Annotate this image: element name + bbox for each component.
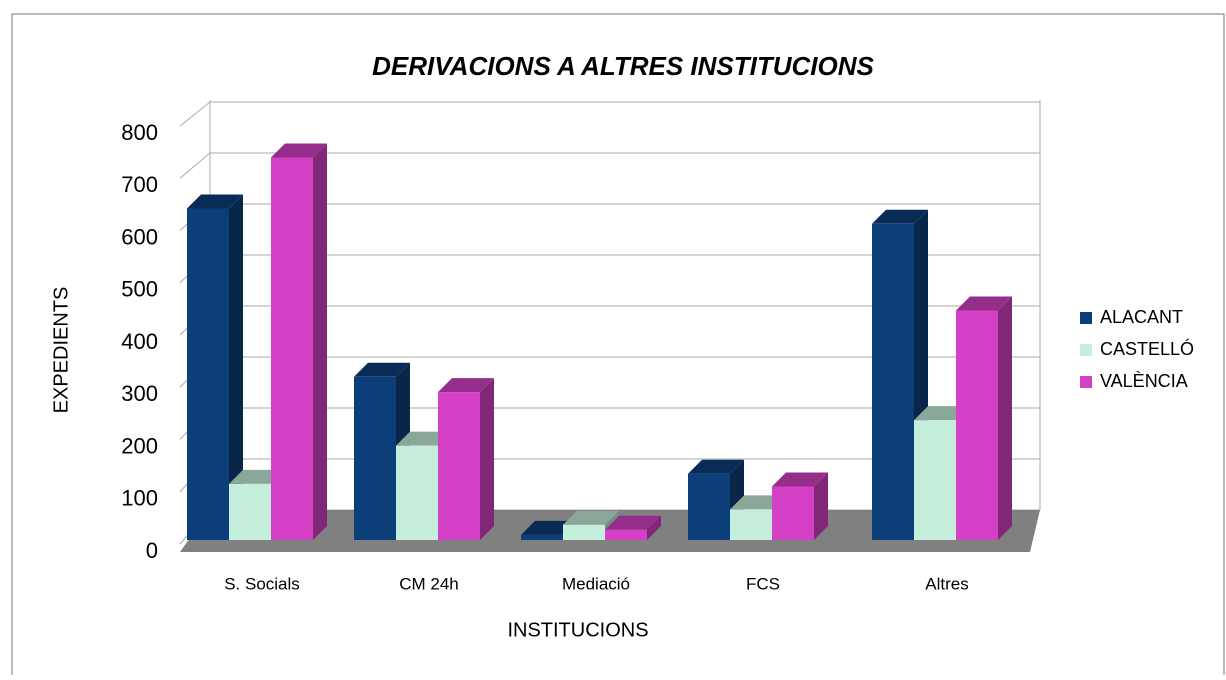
bar-top: [772, 472, 828, 487]
bar-side: [647, 515, 661, 540]
bar-top: [956, 296, 1012, 311]
x-tick-label: FCS: [746, 574, 780, 593]
x-tick-label: Mediació: [562, 574, 630, 593]
y-tick-label: 700: [121, 172, 158, 197]
bar-top: [354, 362, 410, 377]
bar-top: [563, 510, 619, 525]
bar: [688, 473, 730, 540]
bar: [563, 524, 605, 540]
bar-side: [313, 143, 327, 540]
bar-side: [998, 296, 1012, 540]
bar: [730, 509, 772, 540]
bar-top: [688, 459, 744, 474]
y-tick-label: 300: [121, 381, 158, 406]
bar: [914, 420, 956, 540]
bar: [187, 208, 229, 540]
y-tick-label: 500: [121, 277, 158, 302]
bar: [229, 483, 271, 540]
bar: [271, 157, 313, 540]
bar-top: [872, 209, 928, 224]
bar: [438, 392, 480, 540]
x-tick-label: Altres: [925, 574, 968, 593]
bar: [605, 529, 647, 540]
bar-top: [605, 515, 661, 530]
bar: [772, 486, 814, 540]
bar: [872, 223, 914, 541]
bar-top: [438, 378, 494, 393]
side-grid-line: [179, 152, 211, 179]
x-tick-label: CM 24h: [399, 574, 459, 593]
chart-title: DERIVACIONS A ALTRES INSTITUCIONS: [372, 51, 874, 81]
y-axis-label: EXPEDIENTS: [50, 287, 72, 414]
legend-swatch: [1080, 376, 1092, 388]
legend-label: CASTELLÓ: [1100, 338, 1194, 359]
y-tick-label: 600: [121, 224, 158, 249]
x-axis-label: INSTITUCIONS: [507, 619, 648, 641]
bar: [396, 445, 438, 540]
bar-top: [271, 143, 327, 158]
y-tick-label: 100: [121, 486, 158, 511]
bar-top: [187, 194, 243, 209]
bar: [521, 534, 563, 540]
bar-side: [229, 194, 243, 540]
bar: [956, 310, 998, 540]
side-grid-line: [179, 101, 211, 127]
y-tick-label: 200: [121, 433, 158, 458]
x-tick-label: S. Socials: [224, 574, 300, 593]
legend-swatch: [1080, 312, 1092, 324]
bar-side: [480, 378, 494, 540]
y-tick-label: 800: [121, 120, 158, 145]
y-tick-label: 0: [146, 538, 158, 563]
y-tick-label: 400: [121, 329, 158, 354]
legend-swatch: [1080, 344, 1092, 356]
legend-label: VALÈNCIA: [1100, 371, 1188, 391]
bar: [354, 376, 396, 540]
bar-side: [814, 472, 828, 540]
legend-label: ALACANT: [1100, 307, 1183, 327]
